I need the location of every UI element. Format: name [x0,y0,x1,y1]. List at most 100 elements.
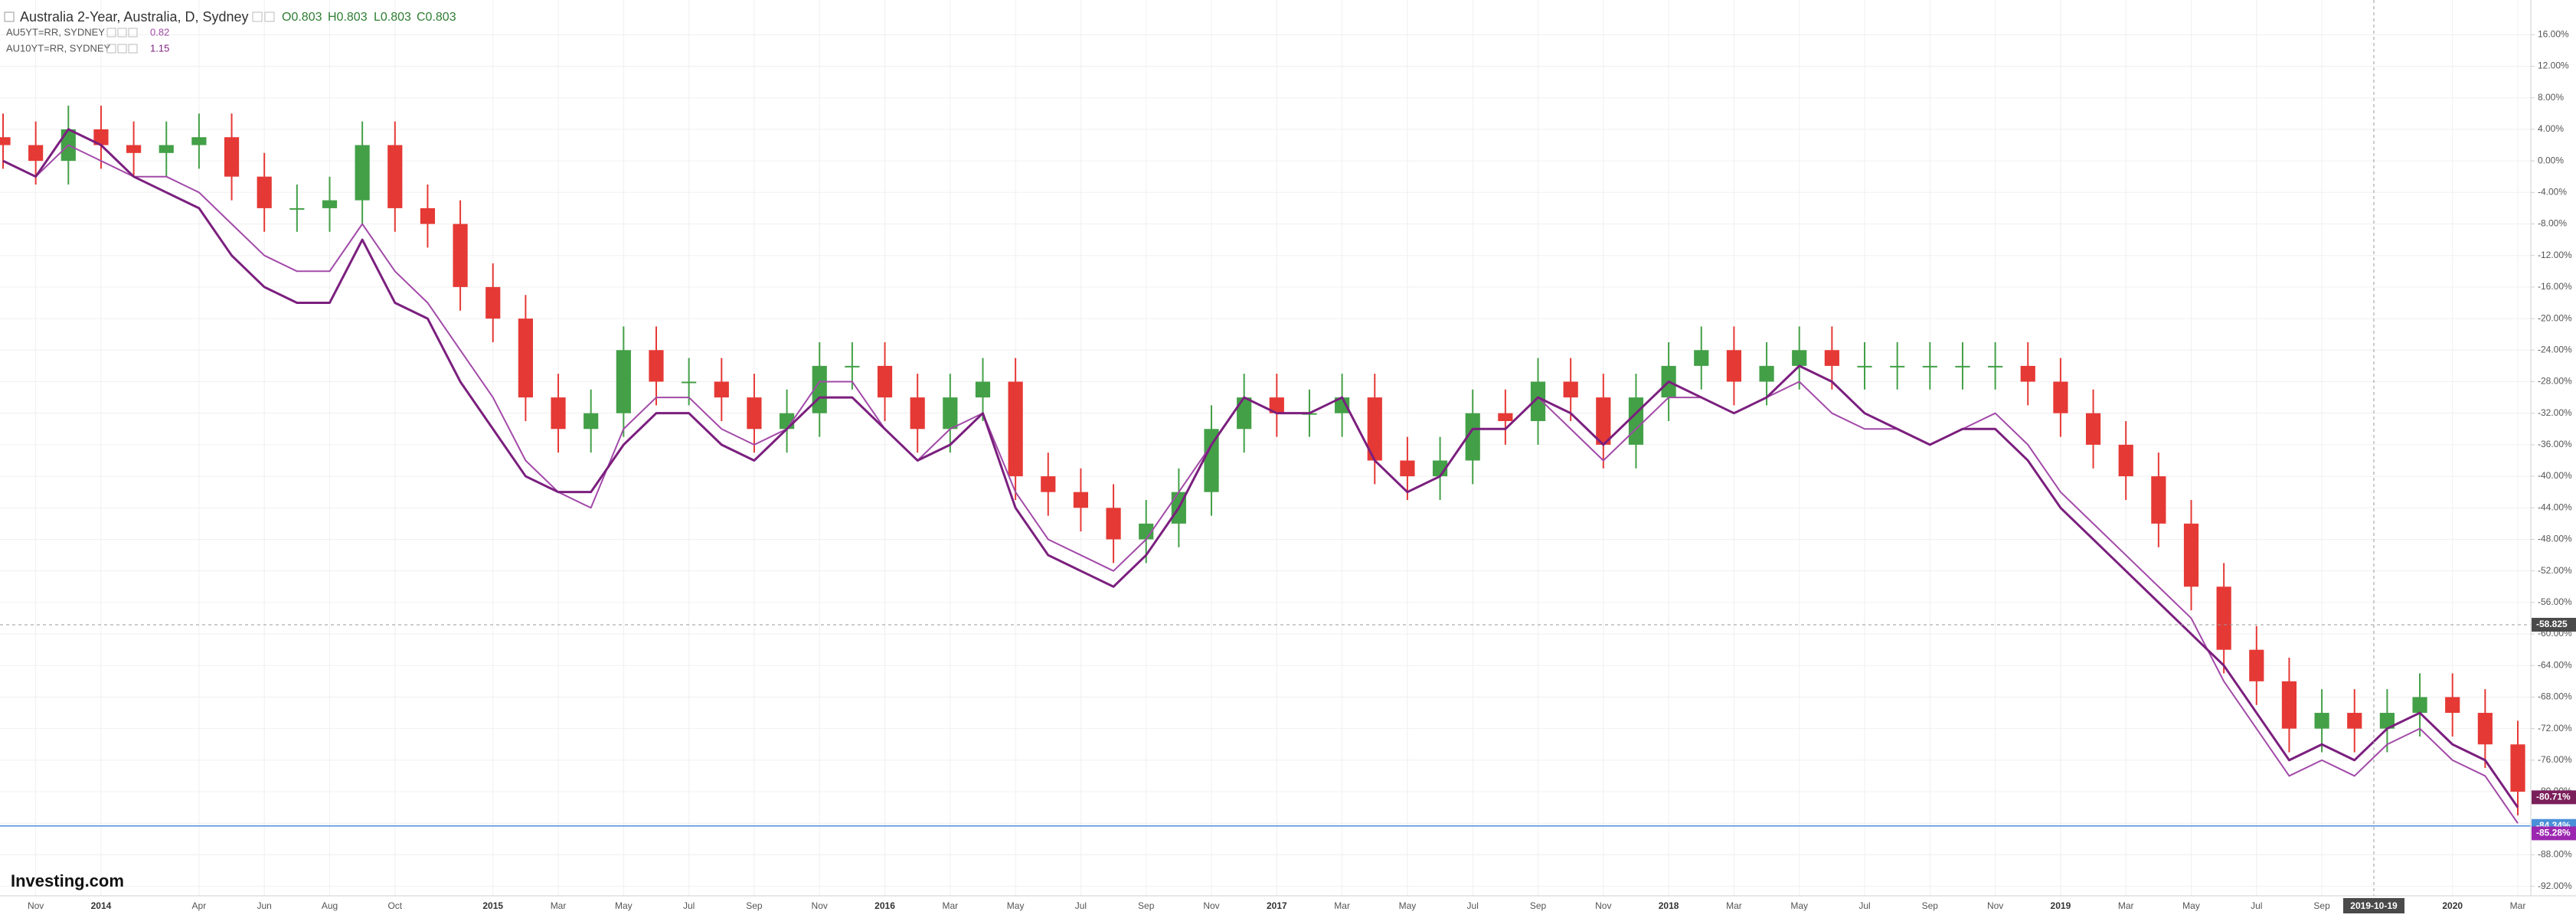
candle-body [355,145,370,201]
y-tick-label: -32.00% [2538,407,2572,418]
x-tick-label: May [1007,900,1025,911]
candle-body [2445,697,2460,714]
candle-body [224,137,240,177]
price-label-bg [2532,790,2576,805]
candle-body [975,381,991,398]
legend-series-name: AU5YT=RR, SYDNEY [6,26,105,38]
candle-body [1400,460,1415,477]
legend-title: Australia 2-Year, Australia, D, Sydney [20,9,249,25]
x-tick-label: Sep [2313,900,2330,911]
x-tick-label: Nov [1987,900,2003,911]
x-tick-label: Jul [2251,900,2262,911]
x-tick-label: Sep [746,900,763,911]
candle-body [1073,492,1089,508]
price-label: -85.28% [2536,828,2571,838]
y-tick-label: -92.00% [2538,880,2572,891]
candle-body [877,365,893,398]
candle-body [1988,365,2003,368]
x-tick-label: Mar [1726,900,1742,911]
candle-body [2477,713,2493,745]
candle-body [2216,586,2231,650]
candle-body [682,381,697,384]
candle-body [910,397,925,430]
candle-body [714,381,729,398]
x-tick-label: 2015 [482,900,503,911]
candle-body [1759,365,1774,382]
candle-body [2085,413,2101,445]
y-tick-label: -48.00% [2538,534,2572,544]
crosshair-y-label-bg [2532,617,2576,632]
y-tick-label: -20.00% [2538,312,2572,323]
candle-body [159,145,174,153]
legend-icon [117,44,127,54]
candle-body [1465,413,1480,461]
x-tick-label: Jun [257,900,272,911]
candle-body [126,145,142,153]
settings-icon[interactable] [252,11,263,22]
candle-body [584,413,599,430]
x-tick-label: Nov [28,900,44,911]
candle-body [1139,523,1154,540]
crosshair-x-label: 2019-10-19 [2350,900,2398,911]
legend-low: L0.803 [374,11,411,24]
legend-icon [128,28,138,38]
crosshair-y-label: -58.825 [2536,619,2568,629]
x-tick-label: May [1399,900,1417,911]
compare-line [2,128,2519,809]
y-tick-label: -76.00% [2538,754,2572,765]
candle-body [420,207,436,224]
legend-high: H0.803 [328,11,368,24]
candle-body [1890,365,1905,368]
candle-body [943,397,958,430]
x-tick-label: Jul [1858,900,1870,911]
y-tick-label: -88.00% [2538,849,2572,860]
legend-icon [106,44,116,54]
candle-body [2314,713,2329,729]
y-tick-label: -52.00% [2538,565,2572,576]
candle-body [0,137,11,145]
x-tick-label: May [2182,900,2200,911]
y-tick-label: -24.00% [2538,344,2572,354]
candle-body [845,365,860,368]
x-tick-label: Nov [1203,900,1219,911]
x-tick-label: Jul [683,900,695,911]
y-tick-label: -16.00% [2538,281,2572,292]
y-tick-label: -64.00% [2538,659,2572,670]
candle-body [2412,697,2427,714]
x-tick-label: Oct [387,900,402,911]
candle-body [2281,681,2297,729]
candle-body [2151,476,2166,524]
y-tick-label: -56.00% [2538,596,2572,607]
candle-body [2510,744,2525,792]
y-tick-label: 4.00% [2538,123,2564,134]
candle-body [1269,397,1284,413]
collapse-icon[interactable] [4,11,15,22]
x-tick-label: 2018 [1659,900,1679,911]
candle-body [1367,397,1382,461]
x-tick-label: Mar [942,900,958,911]
candle-body [1106,508,1121,540]
candle-body [1563,381,1578,398]
candle-body [289,207,305,210]
x-tick-label: Sep [1530,900,1547,911]
legend-series-name: AU10YT=RR, SYDNEY [6,42,111,54]
candle-body [191,137,207,145]
legend-open: O0.803 [282,11,322,24]
legend-close: C0.803 [417,11,456,24]
x-tick-label: Mar [551,900,567,911]
crosshair-x-label-bg [2343,898,2404,913]
price-label: -80.71% [2536,792,2571,802]
x-tick-label: Nov [1595,900,1611,911]
y-tick-label: -40.00% [2538,470,2572,481]
grid [0,0,2531,896]
y-tick-label: -28.00% [2538,376,2572,387]
candle-body [387,145,403,208]
candle-body [551,397,566,430]
x-tick-label: Apr [192,900,207,911]
candle-body [485,286,501,319]
candle-body [2379,713,2395,729]
close-icon[interactable] [264,11,275,22]
legend-icon [117,28,127,38]
